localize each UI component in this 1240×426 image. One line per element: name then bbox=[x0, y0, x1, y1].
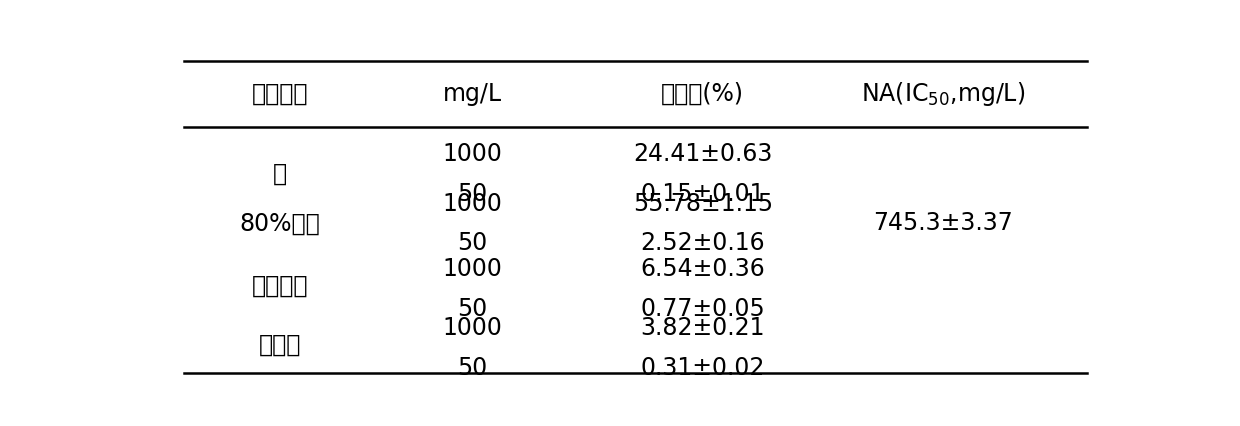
Text: 水: 水 bbox=[273, 162, 286, 186]
Text: 石油醚: 石油醚 bbox=[259, 333, 301, 357]
Text: 55.78±1.15: 55.78±1.15 bbox=[632, 192, 773, 216]
Text: 提取溦剂: 提取溦剂 bbox=[252, 82, 309, 106]
Text: 1000: 1000 bbox=[443, 257, 502, 281]
Text: 24.41±0.63: 24.41±0.63 bbox=[634, 142, 773, 167]
Text: NA(IC$_{50}$,mg/L): NA(IC$_{50}$,mg/L) bbox=[861, 80, 1025, 108]
Text: 抑制率(%): 抑制率(%) bbox=[661, 82, 744, 106]
Text: mg/L: mg/L bbox=[443, 82, 502, 106]
Text: 50: 50 bbox=[458, 182, 487, 206]
Text: 1000: 1000 bbox=[443, 142, 502, 167]
Text: 1000: 1000 bbox=[443, 316, 502, 340]
Text: 0.15±0.01: 0.15±0.01 bbox=[641, 182, 765, 206]
Text: 6.54±0.36: 6.54±0.36 bbox=[640, 257, 765, 281]
Text: 50: 50 bbox=[458, 231, 487, 255]
Text: 2.52±0.16: 2.52±0.16 bbox=[640, 231, 765, 255]
Text: 50: 50 bbox=[458, 296, 487, 321]
Text: 0.77±0.05: 0.77±0.05 bbox=[640, 296, 765, 321]
Text: 50: 50 bbox=[458, 356, 487, 380]
Text: 0.31±0.02: 0.31±0.02 bbox=[641, 356, 765, 380]
Text: 80%乙醇: 80%乙醇 bbox=[239, 211, 320, 235]
Text: 1000: 1000 bbox=[443, 192, 502, 216]
Text: 3.82±0.21: 3.82±0.21 bbox=[641, 316, 765, 340]
Text: 乙酸乙酯: 乙酸乙酯 bbox=[252, 273, 309, 298]
Text: 745.3±3.37: 745.3±3.37 bbox=[873, 211, 1013, 235]
